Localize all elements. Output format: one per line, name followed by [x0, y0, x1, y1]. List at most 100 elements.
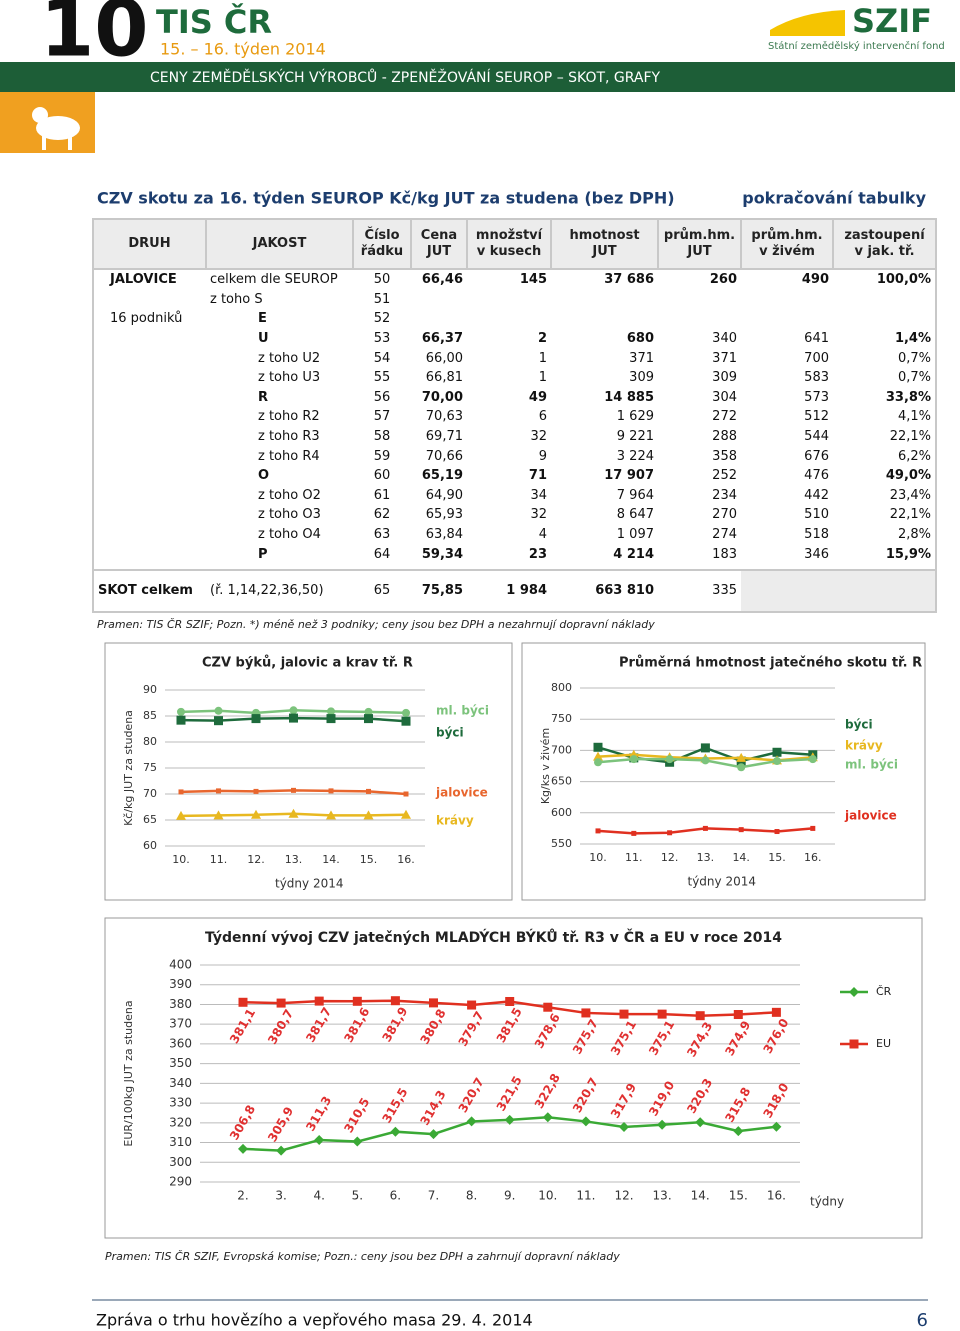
table-cell: 490 — [801, 272, 829, 288]
table-cell: 9 — [538, 448, 547, 464]
brand: TIS ČR — [156, 2, 272, 41]
table-cell: 6 — [538, 409, 547, 425]
marker — [701, 756, 710, 765]
table-row: z toho U3 55 66,81 1 309 309 583 0,7% — [93, 368, 936, 388]
marker — [695, 1011, 705, 1021]
table-cell: 64,90 — [425, 487, 463, 503]
marker — [581, 1008, 591, 1018]
x-tick-label: 7. — [428, 1189, 439, 1203]
marker — [542, 1112, 553, 1123]
x-tick-label: 2. — [237, 1189, 248, 1203]
column-header: Číslo řádku — [352, 218, 412, 270]
table-cell: z toho S — [210, 291, 263, 307]
table-cell: 50 — [373, 272, 391, 288]
marker — [543, 1002, 553, 1012]
table-cell: z toho U2 — [258, 350, 321, 366]
table-cell: 55 — [373, 370, 391, 386]
table-cell: E — [258, 311, 267, 327]
table-cell: 49,0% — [885, 468, 931, 484]
marker — [629, 755, 638, 764]
table-cell — [411, 290, 467, 310]
table-cell: 260 — [709, 272, 737, 288]
table-cell: 304 — [712, 389, 737, 405]
legend-label: ml. býci — [845, 758, 898, 772]
table-row: z toho R4 59 70,66 9 3 224 358 676 6,2% — [93, 446, 936, 466]
table-cell: 56 — [373, 389, 391, 405]
y-tick-label: 290 — [169, 1175, 192, 1189]
table-cell — [551, 309, 658, 329]
table-cell: 274 — [712, 527, 737, 543]
table-cell: 476 — [804, 468, 829, 484]
legend-label: jalovice — [435, 786, 488, 800]
marker — [403, 791, 409, 797]
y-tick-label: 300 — [169, 1155, 192, 1169]
table-cell: 288 — [712, 429, 737, 445]
table-cell: 512 — [804, 409, 829, 425]
marker — [251, 714, 261, 724]
marker — [667, 830, 673, 836]
table-cell: 17 907 — [604, 468, 654, 484]
marker — [619, 1121, 629, 1132]
x-tick-label: 14. — [732, 851, 750, 864]
marker — [314, 996, 324, 1006]
table-cell: 34 — [530, 487, 547, 503]
table-cell: 70,63 — [425, 409, 463, 425]
table-cell: 66,37 — [421, 331, 463, 347]
table-cell — [833, 309, 936, 329]
table-cell: 4 — [538, 527, 547, 543]
marker — [593, 742, 603, 752]
table-cell — [93, 290, 206, 310]
marker — [289, 713, 298, 723]
y-tick-label: 750 — [551, 712, 572, 725]
chart: CZV býků, jalovic a krav tř. R Kč/kg JUT … — [122, 656, 489, 891]
table-title: CZV skotu za 16. týden SEUROP Kč/kg JUT … — [97, 189, 675, 208]
table-cell: 335 — [658, 568, 741, 612]
table-cell: 641 — [804, 331, 829, 347]
chart-frame — [104, 642, 513, 901]
table-cell — [93, 525, 206, 545]
table-cell: 23 — [528, 546, 547, 562]
table-cell: 53 — [373, 331, 391, 347]
y-tick-label: 650 — [551, 775, 572, 788]
marker — [580, 1116, 591, 1127]
x-tick-label: 16. — [767, 1189, 786, 1203]
table-cell: 65 — [353, 568, 411, 612]
marker — [276, 998, 286, 1008]
x-tick-label: 12. — [661, 851, 679, 864]
table-row: R 56 70,00 49 14 885 304 573 33,8% — [93, 388, 936, 408]
table-cell: 63,84 — [425, 527, 463, 543]
table-cell: z toho R3 — [258, 429, 320, 445]
table-row: z toho S 51 — [93, 290, 936, 310]
marker — [363, 810, 374, 820]
table-cell: 65,93 — [425, 507, 463, 523]
table-cell: 544 — [804, 429, 829, 445]
table-cell: 62 — [373, 507, 391, 523]
x-tick-label: 15. — [729, 1189, 748, 1203]
marker — [253, 788, 259, 794]
table-cell: 7 964 — [616, 487, 654, 503]
table-row: O 60 65,19 71 17 907 252 476 49,0% — [93, 466, 936, 486]
marker — [276, 1145, 287, 1156]
issue-number: 10 — [40, 0, 149, 74]
x-tick-label: 16. — [804, 851, 822, 864]
marker — [695, 1117, 706, 1128]
marker — [808, 755, 817, 764]
y-tick-label: 700 — [551, 743, 572, 756]
table-cell: 573 — [804, 389, 829, 405]
table-cell: z toho U3 — [258, 370, 321, 386]
x-tick-label: 12. — [614, 1189, 633, 1203]
table-cell — [93, 388, 206, 408]
x-tick-label: 10. — [589, 851, 607, 864]
y-tick-label: 330 — [169, 1096, 192, 1110]
y-tick-label: 350 — [169, 1056, 192, 1070]
legend-label: EU — [876, 1037, 891, 1050]
table-cell: 234 — [712, 487, 737, 503]
table-cell: 15,9% — [885, 546, 931, 562]
marker — [176, 715, 186, 725]
table-cell: z toho O3 — [258, 507, 321, 523]
table-cell: 51 — [373, 291, 391, 307]
marker — [810, 825, 816, 831]
table-cell: 14 885 — [604, 389, 654, 405]
marker — [213, 810, 224, 820]
x-axis-label: týdny 2014 — [688, 875, 756, 889]
